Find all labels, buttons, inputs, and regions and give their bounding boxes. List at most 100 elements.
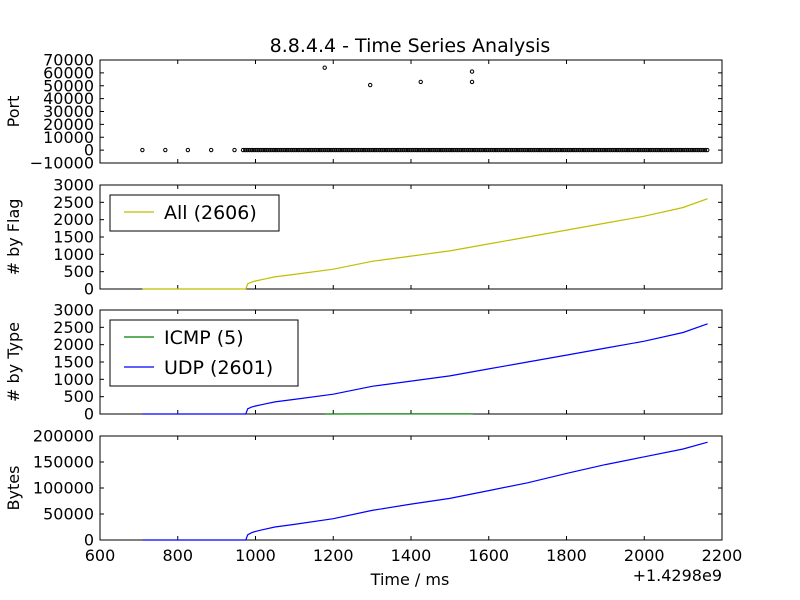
scatter-point: [320, 147, 325, 153]
scatter-point: [432, 147, 437, 153]
legend-label: All (2606): [164, 202, 257, 224]
scatter-point: [163, 147, 168, 153]
scatter-point: [485, 147, 490, 153]
scatter-point: [595, 147, 600, 153]
scatter-point: [273, 147, 279, 153]
scatter-point: [705, 147, 710, 153]
scatter-point: [403, 147, 409, 153]
scatter-point: [667, 147, 673, 153]
scatter-point: [289, 147, 294, 153]
scatter-point: [295, 147, 301, 153]
scatter-point: [342, 147, 347, 153]
scatter-point: [300, 147, 305, 153]
scatter-point: [654, 147, 659, 153]
scatter-point: [617, 147, 622, 153]
scatter-point: [504, 147, 510, 153]
x-tick-label: 2200: [702, 546, 743, 565]
y-tick-label: 1500: [53, 353, 94, 372]
scatter-point: [500, 147, 505, 153]
scatter-point: [513, 147, 519, 153]
scatter-point: [287, 147, 292, 153]
scatter-point: [588, 147, 593, 153]
scatter-point: [276, 147, 281, 153]
scatter-point: [243, 147, 248, 153]
scatter-point: [469, 69, 475, 74]
scatter-point: [441, 147, 446, 153]
scatter-point: [254, 147, 259, 153]
y-tick-label: 10000: [43, 128, 94, 147]
scatter-point: [603, 147, 609, 153]
scatter-point: [449, 147, 455, 153]
scatter-point: [636, 147, 642, 153]
scatter-point: [291, 147, 296, 153]
scatter-point: [423, 147, 428, 153]
scatter-point: [317, 147, 323, 153]
series-line-0: [142, 198, 708, 290]
scatter-point: [284, 147, 290, 153]
y-tick-label: 2000: [53, 210, 94, 229]
scatter-point: [619, 147, 624, 153]
scatter-point: [367, 82, 373, 88]
scatter-point: [599, 147, 604, 153]
scatter-point: [469, 79, 475, 85]
scatter-point: [535, 147, 541, 153]
x-tick-label: 1600: [468, 546, 509, 565]
scatter-point: [544, 147, 549, 153]
scatter-point: [515, 147, 521, 153]
y-tick-label: −10000: [30, 154, 94, 173]
scatter-point: [608, 147, 613, 153]
scatter-point: [579, 147, 585, 153]
scatter-point: [498, 147, 503, 153]
scatter-point: [256, 147, 261, 153]
scatter-point: [339, 147, 345, 153]
y-tick-label: 0: [84, 141, 94, 160]
scatter-point: [418, 79, 423, 85]
y-tick-label: 30000: [43, 102, 94, 121]
scatter-point: [683, 147, 688, 153]
scatter-point: [331, 147, 336, 153]
scatter-point: [696, 147, 701, 153]
scatter-point: [282, 147, 288, 153]
scatter-point: [337, 147, 343, 153]
scatter-point: [357, 147, 362, 153]
scatter-point: [564, 147, 569, 153]
y-tick-label: 50000: [43, 505, 94, 524]
scatter-point: [405, 147, 411, 153]
scatter-point: [557, 147, 563, 153]
scatter-point: [590, 147, 596, 153]
scatter-point: [509, 147, 514, 153]
x-tick-label: 800: [162, 546, 193, 565]
x-tick-label: 1400: [391, 546, 432, 565]
y-tick-label: 40000: [43, 89, 94, 108]
scatter-point: [577, 147, 582, 153]
scatter-point: [408, 147, 413, 153]
scatter-point: [652, 147, 657, 153]
scatter-point: [581, 147, 587, 153]
scatter-point: [592, 147, 598, 153]
scatter-point: [507, 147, 512, 153]
scatter-point: [447, 147, 453, 153]
scatter-point: [658, 147, 664, 153]
scatter-point: [665, 147, 670, 153]
scatter-point: [463, 147, 468, 153]
series-line-1: [142, 323, 708, 415]
scatter-point: [597, 147, 602, 153]
scatter-point: [524, 147, 530, 153]
scatter-point: [267, 147, 272, 153]
legend-box: [109, 194, 280, 232]
scatter-point: [621, 147, 626, 153]
scatter-point: [265, 147, 270, 153]
x-tick-label: 1800: [546, 546, 587, 565]
scatter-point: [685, 147, 690, 153]
scatter-point: [434, 147, 439, 153]
scatter-point: [364, 147, 369, 153]
scatter-point: [185, 147, 191, 153]
scatter-point: [634, 147, 640, 153]
scatter-point: [502, 147, 508, 153]
scatter-point: [663, 147, 668, 153]
y-tick-label: 500: [63, 262, 94, 281]
scatter-point: [375, 147, 380, 153]
scatter-point: [478, 147, 483, 153]
